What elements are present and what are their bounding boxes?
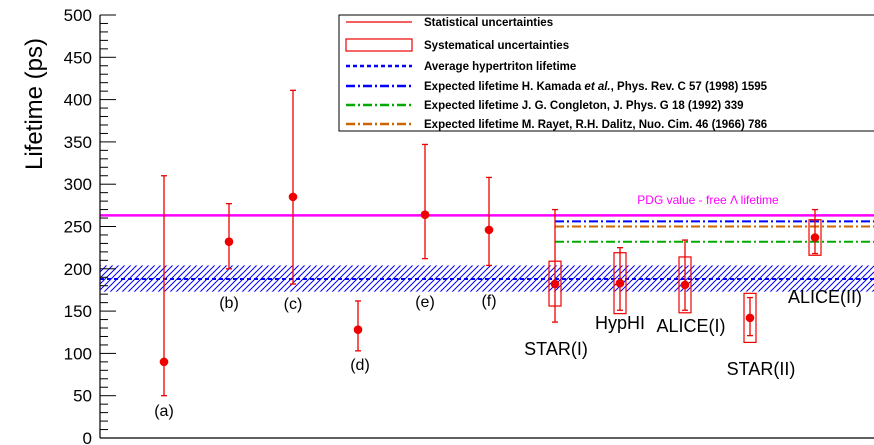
point-label: (f)	[481, 293, 496, 310]
point-label: STAR(II)	[727, 359, 796, 379]
y-axis: 0 50 100 150 200 250 300 350 400 450 500	[64, 6, 874, 445]
point-label: STAR(I)	[524, 339, 588, 359]
y-tick-label: 250	[64, 218, 92, 237]
pdg-line-label: PDG value - free Λ lifetime	[637, 193, 779, 207]
y-tick-label: 50	[73, 387, 92, 406]
y-tick-label: 350	[64, 133, 92, 152]
y-tick-label: 0	[83, 429, 92, 445]
data-point	[224, 237, 234, 247]
data-point	[810, 233, 820, 242]
point-label: (a)	[154, 403, 174, 420]
point-label: (b)	[219, 295, 239, 312]
data-points	[159, 192, 820, 367]
legend-box	[338, 14, 874, 132]
legend: Statistical uncertainties Systematical un…	[338, 14, 874, 132]
data-point	[288, 192, 298, 202]
systematic-box	[743, 292, 757, 344]
y-tick-label: 200	[64, 260, 92, 279]
y-tick-label: 400	[64, 91, 92, 110]
point-label: ALICE(II)	[788, 287, 862, 307]
legend-label: Systematical uncertainties	[424, 40, 569, 52]
error-bars	[161, 89, 818, 397]
point-label: (c)	[284, 296, 303, 313]
legend-label: Expected lifetime M. Rayet, R.H. Dalitz,…	[424, 119, 767, 131]
y-tick-label: 450	[64, 48, 92, 67]
data-point	[159, 357, 169, 367]
data-point	[353, 325, 363, 335]
data-point	[680, 280, 690, 290]
y-tick-label: 300	[64, 175, 92, 194]
data-point	[420, 210, 430, 219]
data-point	[550, 279, 560, 289]
y-tick-label: 500	[64, 6, 92, 25]
legend-sys-swatch	[345, 38, 413, 52]
data-point	[745, 313, 755, 323]
data-point	[484, 225, 494, 235]
data-point	[615, 278, 625, 288]
legend-label: Average hypertriton lifetime	[424, 61, 576, 73]
point-label: ALICE(I)	[656, 316, 725, 336]
point-label: HypHI	[595, 313, 645, 333]
legend-label: Expected lifetime H. Kamada et al., Phys…	[424, 81, 768, 93]
point-label: (e)	[415, 294, 435, 311]
legend-label: Expected lifetime J. G. Congleton, J. Ph…	[424, 100, 744, 112]
point-label: (d)	[350, 357, 370, 374]
y-axis-label: Lifetime (ps)	[21, 38, 48, 170]
y-tick-label: 150	[64, 302, 92, 321]
point-labels: (a) (b) (c) (d) (e) (f) STAR(I) HypHI ALICE(I) ST…	[154, 287, 862, 420]
y-tick-label: 100	[64, 344, 92, 363]
legend-label: Statistical uncertainties	[424, 17, 553, 29]
